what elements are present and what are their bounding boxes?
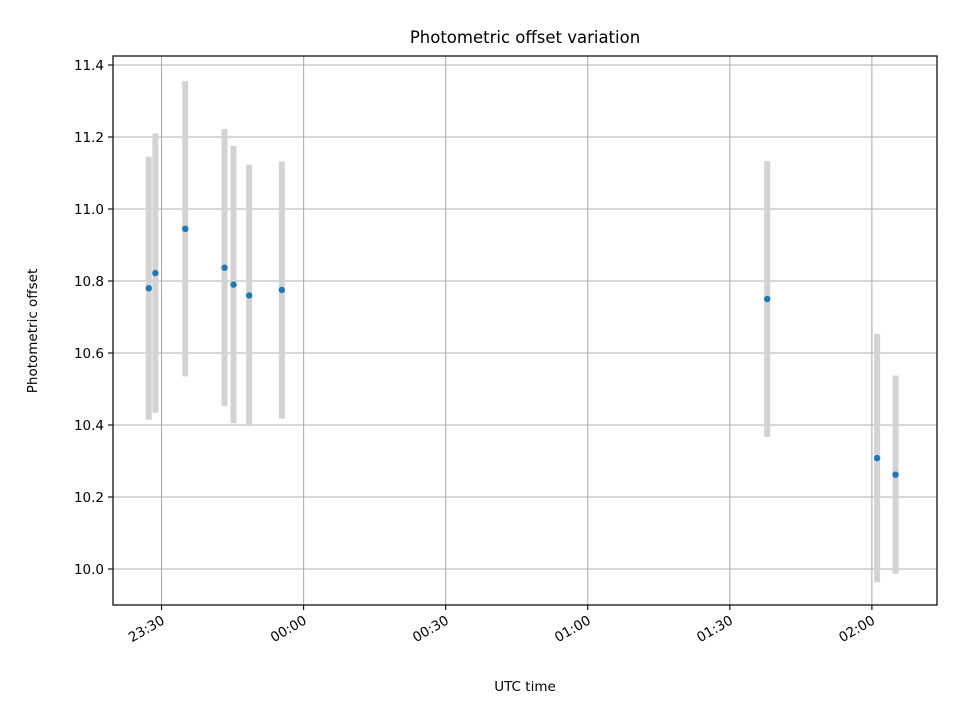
data-point [145, 285, 152, 292]
y-axis: 10.0 10.2 10.4 10.6 10.8 11.0 11.2 11.4 [74, 58, 113, 578]
plot-frame [112, 55, 938, 606]
y-tick-label: 11.2 [74, 130, 104, 146]
data-markers [145, 225, 899, 478]
y-tick-label: 10.2 [74, 490, 104, 506]
data-point [221, 264, 228, 271]
chart-title: Photometric offset variation [410, 28, 640, 47]
data-point [892, 471, 899, 478]
data-point [873, 454, 881, 462]
data-point [245, 292, 253, 299]
y-axis-label: Photometric offset [25, 269, 41, 393]
y-tick-label: 10.6 [74, 346, 104, 362]
data-point [152, 269, 159, 277]
data-point [230, 281, 237, 288]
data-point [182, 225, 189, 232]
y-tick-label: 11.4 [74, 58, 104, 74]
x-axis-label: UTC time [494, 679, 556, 695]
y-tick-label: 10.4 [74, 418, 104, 434]
y-tick-label: 10.8 [74, 274, 104, 290]
y-tick-label: 11.0 [74, 202, 104, 218]
y-tick-label: 10.0 [74, 562, 104, 578]
data-point [764, 295, 771, 303]
data-point [278, 286, 286, 294]
